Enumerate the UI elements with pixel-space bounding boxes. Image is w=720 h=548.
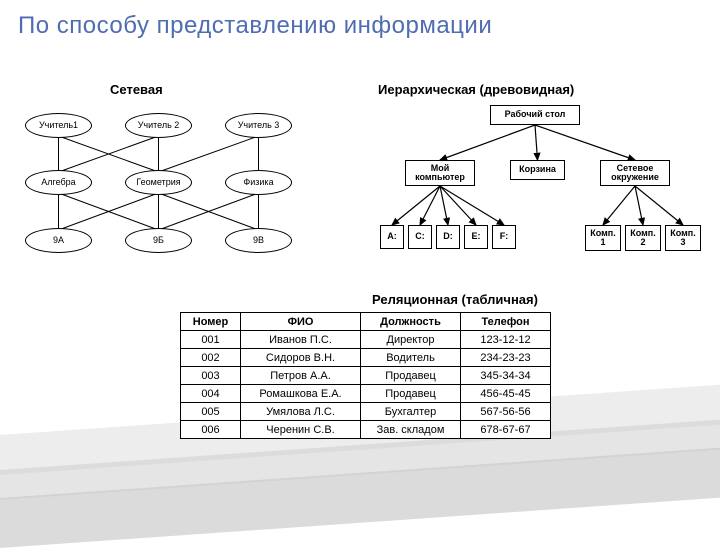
table-cell: Сидоров В.Н. [241, 349, 361, 367]
table-cell: Продавец [361, 367, 461, 385]
table-row: 002Сидоров В.Н.Водитель234-23-23 [181, 349, 551, 367]
network-diagram: Учитель1 Учитель 2 Учитель 3 Алгебра Геометр… [20, 108, 320, 263]
network-node: 9В [225, 228, 292, 253]
table-cell: Водитель [361, 349, 461, 367]
relational-table: НомерФИОДолжностьТелефон 001Иванов П.С.Д… [180, 312, 551, 439]
table-cell: 004 [181, 385, 241, 403]
network-node: 9А [25, 228, 92, 253]
tree-title: Иерархическая (древовидная) [378, 82, 574, 97]
table-cell: 234-23-23 [461, 349, 551, 367]
table-cell: 005 [181, 403, 241, 421]
table-cell: Черенин С.В. [241, 421, 361, 439]
table-row: 001Иванов П.С.Директор123-12-12 [181, 331, 551, 349]
table-cell: Умялова Л.С. [241, 403, 361, 421]
tree-node: A: [380, 225, 404, 249]
table-header-row: НомерФИОДолжностьТелефон [181, 313, 551, 331]
network-node: Учитель 2 [125, 113, 192, 138]
table-cell: 567-56-56 [461, 403, 551, 421]
slide-title: По способу представлению информации [0, 0, 720, 46]
network-node: Алгебра [25, 170, 92, 195]
table-header-cell: ФИО [241, 313, 361, 331]
table-cell: 002 [181, 349, 241, 367]
network-node: Физика [225, 170, 292, 195]
table-cell: 001 [181, 331, 241, 349]
table-cell: 678-67-67 [461, 421, 551, 439]
table-header-cell: Должность [361, 313, 461, 331]
network-node: 9Б [125, 228, 192, 253]
table-row: 006Черенин С.В.Зав. складом678-67-67 [181, 421, 551, 439]
table-cell: 123-12-12 [461, 331, 551, 349]
table-header-cell: Телефон [461, 313, 551, 331]
tree-node: E: [464, 225, 488, 249]
table-body: 001Иванов П.С.Директор123-12-12002Сидоро… [181, 331, 551, 439]
bg-stripe [0, 448, 720, 548]
network-node: Учитель1 [25, 113, 92, 138]
tree-node: Комп. 2 [625, 225, 661, 251]
tree-node: Комп. 1 [585, 225, 621, 251]
network-title: Сетевая [110, 82, 163, 97]
table-row: 005Умялова Л.С.Бухгалтер567-56-56 [181, 403, 551, 421]
tree-node: Мой компьютер [405, 160, 475, 186]
table-title: Реляционная (табличная) [305, 292, 605, 307]
table-cell: Ромашкова Е.А. [241, 385, 361, 403]
tree-node: Комп. 3 [665, 225, 701, 251]
table-cell: Бухгалтер [361, 403, 461, 421]
table-cell: Зав. складом [361, 421, 461, 439]
table-cell: Продавец [361, 385, 461, 403]
table-cell: Петров А.А. [241, 367, 361, 385]
table-cell: Иванов П.С. [241, 331, 361, 349]
network-node: Учитель 3 [225, 113, 292, 138]
tree-node: C: [408, 225, 432, 249]
tree-diagram: Рабочий стол Мой компьютер Корзина Сетевое … [380, 105, 710, 265]
table-row: 003Петров А.А.Продавец345-34-34 [181, 367, 551, 385]
tree-node: Рабочий стол [490, 105, 580, 125]
tree-node: Сетевое окружение [600, 160, 670, 186]
table-cell: 003 [181, 367, 241, 385]
tree-node: F: [492, 225, 516, 249]
table-row: 004Ромашкова Е.А.Продавец456-45-45 [181, 385, 551, 403]
table-cell: 006 [181, 421, 241, 439]
table-cell: 345-34-34 [461, 367, 551, 385]
table-cell: Директор [361, 331, 461, 349]
tree-node: Корзина [510, 160, 565, 180]
table-header-cell: Номер [181, 313, 241, 331]
table-cell: 456-45-45 [461, 385, 551, 403]
tree-node: D: [436, 225, 460, 249]
network-node: Геометрия [125, 170, 192, 195]
